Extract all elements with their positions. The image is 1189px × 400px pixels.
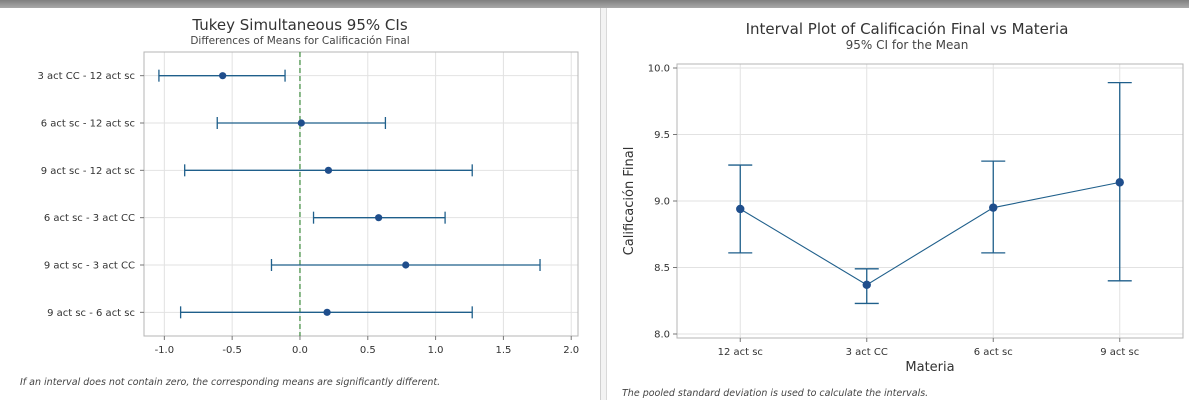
y-tick-label-3: 9.5 <box>654 130 670 141</box>
chart-title: Interval Plot of Calificación Final vs M… <box>746 20 1069 38</box>
x-tick-label-3: 0.5 <box>360 345 376 356</box>
x-tick-label-4: 1.0 <box>428 345 444 356</box>
y-tick-label-2: 9 act sc - 12 act sc <box>41 166 135 177</box>
x-tick-label-5: 1.5 <box>495 345 511 356</box>
y-tick-label-4: 10.0 <box>648 63 670 74</box>
y-tick-label-0: 3 act CC - 12 act sc <box>37 71 135 82</box>
mean-point-3 <box>1115 178 1124 187</box>
difference-estimate-point-4 <box>402 261 410 269</box>
x-axis-label: Materia <box>905 360 954 375</box>
y-tick-label-5: 9 act sc - 6 act sc <box>47 308 135 319</box>
window-top-bar <box>0 0 1189 8</box>
x-tick-label-2: 6 act sc <box>974 347 1013 358</box>
mean-point-0 <box>736 204 745 214</box>
tukey-footnote: If an interval does not contain zero, th… <box>20 377 441 388</box>
chart-subtitle: Differences of Means for Calificación Fi… <box>190 35 409 47</box>
interval-plot-footnote: The pooled standard deviation is used to… <box>622 388 929 399</box>
mean-point-2 <box>989 203 998 212</box>
difference-estimate-point-2 <box>324 166 333 174</box>
y-tick-label-4: 9 act sc - 3 act CC <box>44 261 135 272</box>
difference-estimate-point-5 <box>323 308 331 316</box>
interval-plot-panel: Interval Plot of Calificación Final vs M… <box>606 8 1189 400</box>
y-tick-label-1: 6 act sc - 12 act sc <box>41 119 135 130</box>
chart-subtitle: 95% CI for the Mean <box>846 38 969 52</box>
tukey-chart-panel: Tukey Simultaneous 95% CIs Differences of… <box>0 8 600 400</box>
mean-connect-line <box>739 181 1120 286</box>
plot-frame <box>143 51 579 337</box>
y-tick-label-0: 8.0 <box>654 330 670 341</box>
y-tick-label-3: 6 act sc - 3 act CC <box>44 213 135 224</box>
x-tick-label-3: 9 act sc <box>1100 347 1139 358</box>
y-tick-label-2: 9.0 <box>654 197 670 208</box>
difference-estimate-point-1 <box>297 119 305 127</box>
y-tick-label-1: 8.5 <box>654 263 670 274</box>
y-axis-label: Calificación Final <box>622 147 637 256</box>
x-tick-label-1: 3 act CC <box>846 347 888 358</box>
x-tick-label-2: 0.0 <box>292 345 308 356</box>
difference-estimate-point-3 <box>375 214 383 222</box>
x-tick-label-6: 2.0 <box>563 345 579 356</box>
x-tick-label-1: -0.5 <box>222 345 242 356</box>
difference-estimate-point-0 <box>219 72 227 80</box>
chart-title: Tukey Simultaneous 95% CIs <box>191 16 407 34</box>
x-tick-label-0: -1.0 <box>155 345 175 356</box>
x-tick-label-0: 12 act sc <box>718 347 763 358</box>
mean-point-1 <box>862 280 871 289</box>
interval-plot-chart: Interval Plot of Calificación Final vs M… <box>622 20 1184 375</box>
